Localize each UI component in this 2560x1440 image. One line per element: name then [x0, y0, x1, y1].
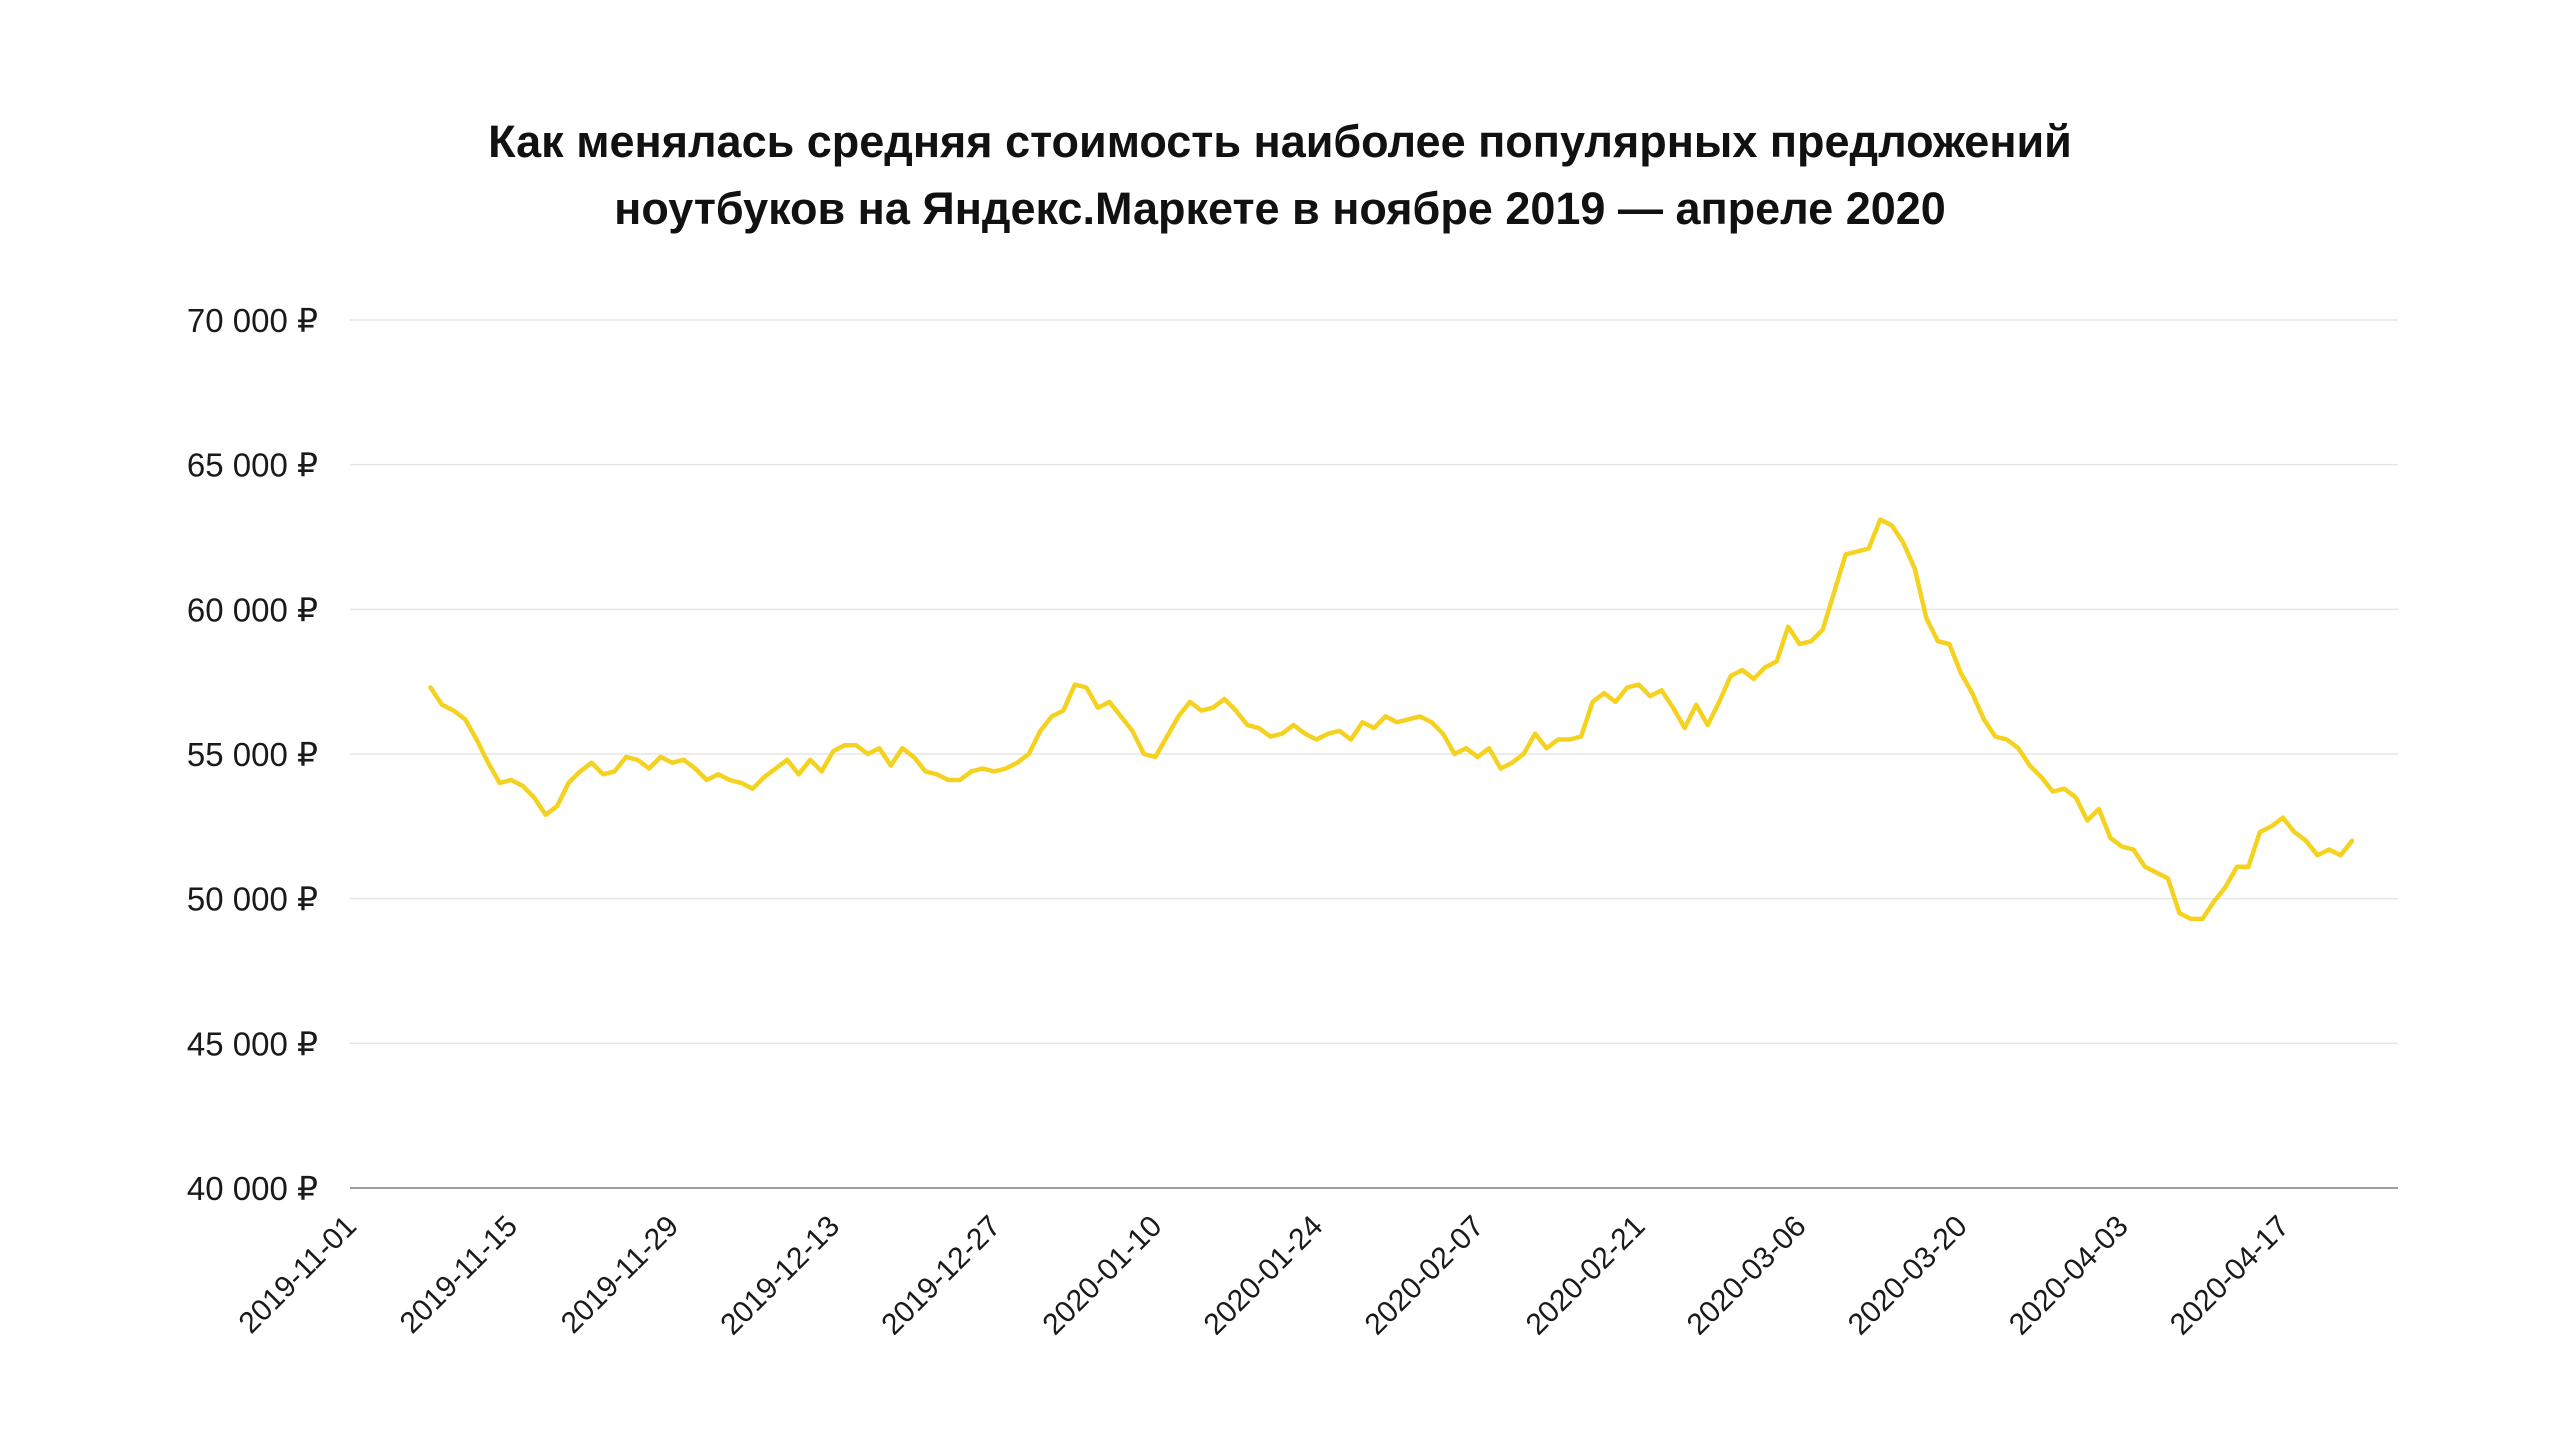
- y-tick-label: 65 000 ₽: [187, 447, 318, 484]
- y-tick-label: 60 000 ₽: [187, 591, 318, 628]
- y-axis-tick-labels: 70 000 ₽ 65 000 ₽ 60 000 ₽ 55 000 ₽ 50 000 ₽…: [187, 302, 318, 1207]
- y-tick-label: 55 000 ₽: [187, 736, 318, 773]
- chart-title-line-2: ноутбуков на Яндекс.Маркете в ноябре 201…: [614, 183, 1946, 234]
- x-axis-tick-labels: 2019-11-01 2019-11-15 2019-11-29 2019-12-13…: [233, 1210, 2296, 1342]
- x-tick-label: 2020-02-21: [1520, 1210, 1652, 1342]
- chart-title: Как менялась средняя стоимость наиболее …: [0, 108, 2560, 242]
- x-tick-label: 2019-12-13: [714, 1210, 846, 1342]
- x-tick-label: 2019-11-15: [394, 1210, 524, 1340]
- x-tick-label: 2020-03-06: [1681, 1210, 1813, 1342]
- series-layer: [428, 517, 2355, 922]
- x-tick-label: 2019-12-27: [875, 1210, 1007, 1342]
- x-tick-label: 2020-04-17: [2164, 1210, 2296, 1342]
- x-tick-label: 2020-01-24: [1198, 1210, 1330, 1342]
- x-tick-label: 2020-02-07: [1359, 1210, 1491, 1342]
- x-tick-label: 2019-11-29: [555, 1210, 685, 1340]
- chart-title-line-1: Как менялась средняя стоимость наиболее …: [488, 116, 2072, 167]
- y-tick-label: 50 000 ₽: [187, 881, 318, 918]
- y-tick-label: 40 000 ₽: [187, 1170, 318, 1207]
- y-tick-label: 70 000 ₽: [187, 302, 318, 339]
- gridlines: [350, 319, 2398, 1045]
- y-tick-label: 45 000 ₽: [187, 1025, 318, 1062]
- x-tick-label: 2020-01-10: [1036, 1210, 1168, 1342]
- x-tick-label: 2020-04-03: [2003, 1210, 2135, 1342]
- series-line-0: [428, 517, 2355, 922]
- x-tick-label: 2020-03-20: [1842, 1210, 1974, 1342]
- x-tick-label: 2019-11-01: [233, 1210, 363, 1340]
